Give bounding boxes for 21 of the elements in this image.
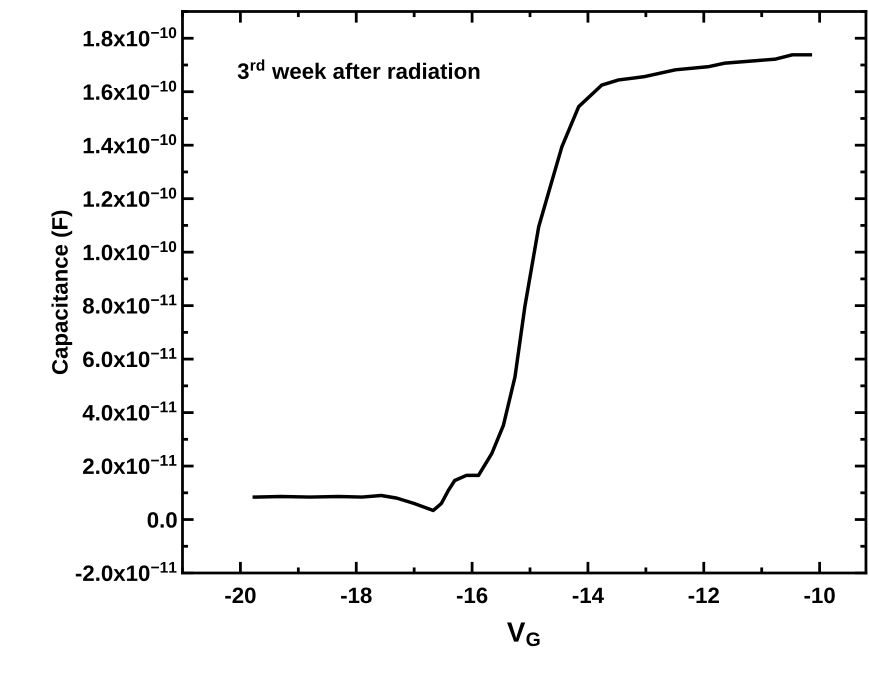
y-tick-label: 1.0x10$^{−10}$ <box>84 241 176 260</box>
y-tick-label: 1.4x10$^{−10}$ <box>84 134 176 154</box>
x-tick-label: -18 <box>341 587 372 604</box>
y-tick-label: 1.8x10$^{−10}$ <box>84 27 176 46</box>
x-tick-label: -12 <box>688 587 719 604</box>
y-tick-label: 8.0x10$^{−11}$ <box>83 294 176 314</box>
y-tick-label: 2.0x10$^{−11}$ <box>83 455 176 474</box>
y-tick-label: -2.0x10$^{−11}$ <box>76 562 176 582</box>
line-series <box>252 53 812 512</box>
x-tick-label: -16 <box>456 587 488 604</box>
y-tick-label: 6.0x10$^{−11}$ <box>83 348 176 368</box>
x-tick-label: -20 <box>225 587 256 604</box>
y-tick-label: 4.0x10$^{−11}$ <box>82 402 176 421</box>
y-tick-label: 1.2x10$^{−10}$ <box>84 188 176 207</box>
x-axis-title: V$_{G}$ <box>507 622 540 646</box>
y-tick-label: 1.6x10$^{−10}$ <box>84 80 176 100</box>
x-tick-label: -10 <box>804 587 835 604</box>
y-axis-title: Capacitance (F) <box>51 210 72 374</box>
x-tick-label: -14 <box>572 588 604 604</box>
annotation: 3$^{rd}$ week after radiation <box>238 59 480 80</box>
y-tick-label: 0.0 <box>148 512 177 528</box>
